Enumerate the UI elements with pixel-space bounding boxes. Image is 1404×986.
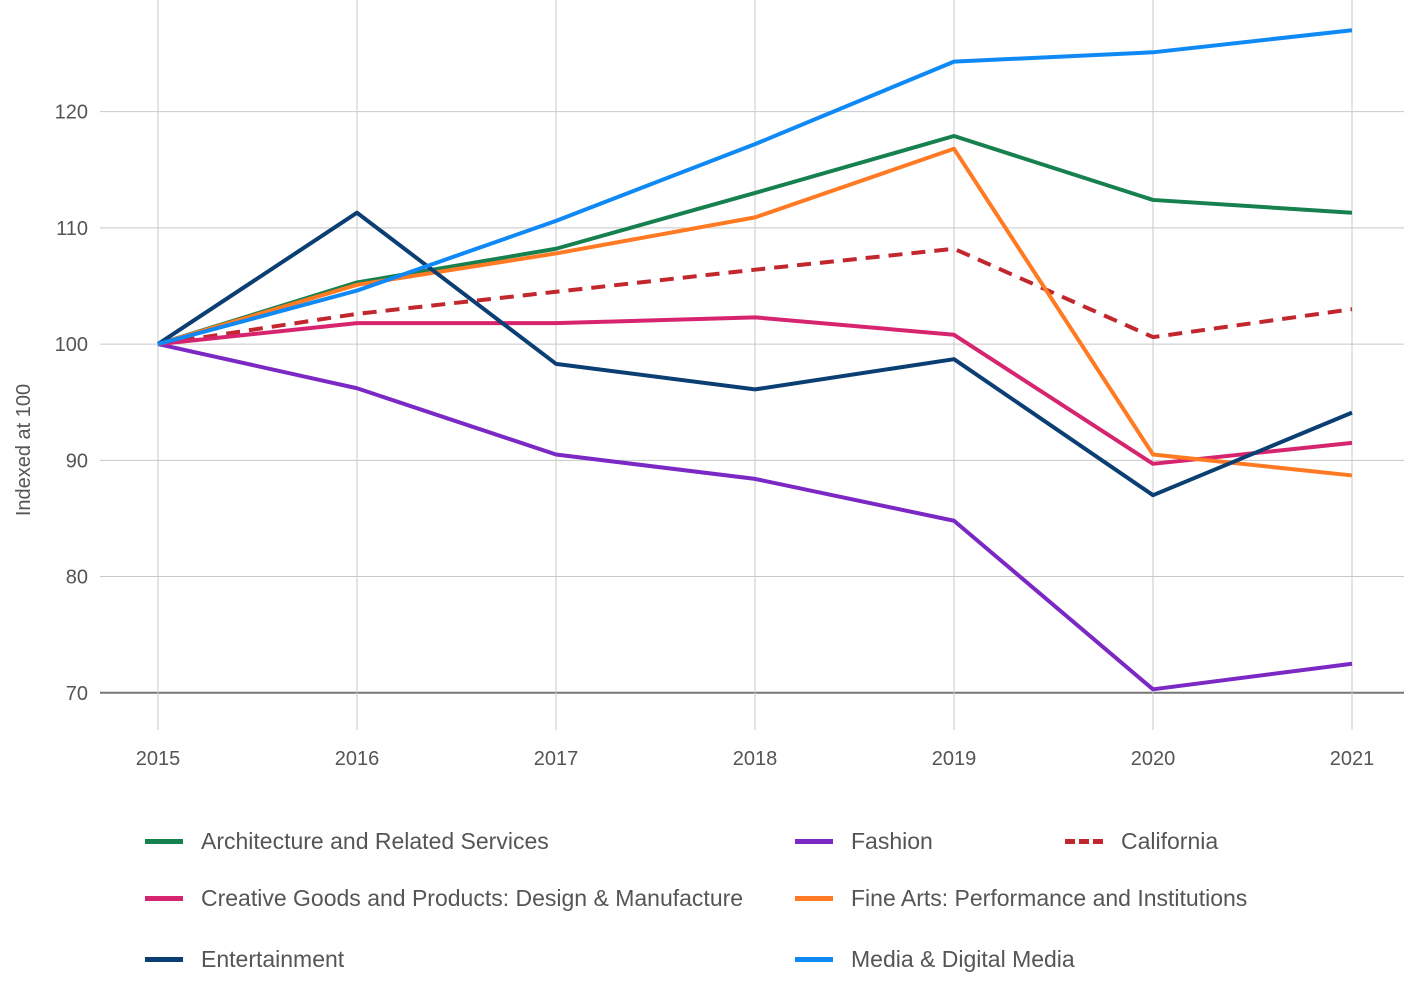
y-tick-label: 90 [66, 450, 88, 472]
legend-swatch [145, 838, 183, 844]
legend-swatch [795, 895, 833, 901]
x-tick-label: 2021 [1330, 748, 1375, 770]
legend-item[interactable]: Media & Digital Media [795, 944, 1075, 974]
series-lines [156, 28, 1353, 692]
legend-item[interactable]: Fine Arts: Performance and Institutions [795, 883, 1247, 913]
legend-item[interactable]: Architecture and Related Services [145, 826, 549, 856]
legend-label: Creative Goods and Products: Design & Ma… [201, 884, 744, 911]
x-tick-label: 2019 [932, 748, 977, 770]
x-tick-label: 2015 [136, 748, 181, 770]
x-tick-label: 2018 [733, 748, 778, 770]
y-tick-label: 110 [56, 218, 88, 240]
y-tick-label: 80 [66, 567, 88, 589]
legend-swatch [795, 838, 833, 844]
series-line-1 [157, 342, 1353, 692]
y-tick-label: 100 [55, 334, 88, 356]
legend-label: Entertainment [201, 945, 345, 972]
legend-swatch [145, 895, 183, 901]
tick-labels: 70 80 90 100 110 120 2015 2016 2017 2018 2019 2020 2… [55, 102, 1375, 770]
legend-swatch [1065, 838, 1103, 844]
gridlines [100, 0, 1404, 730]
x-tick-label: 2020 [1131, 748, 1176, 770]
legend-swatch [795, 956, 833, 962]
series-line-6 [157, 28, 1353, 347]
legend-label: Fine Arts: Performance and Institutions [851, 884, 1248, 911]
y-tick-label: 120 [55, 102, 88, 124]
series-line-2 [157, 246, 1353, 347]
line-chart: 70 80 90 100 110 120 2015 2016 2017 2018 2019 2020 2… [13, 0, 1404, 770]
series-line-5 [156, 210, 1353, 498]
series-line-3 [157, 315, 1353, 466]
legend-item[interactable]: Entertainment [145, 944, 344, 974]
series-line-4 [157, 146, 1353, 478]
y-tick-label: 70 [66, 683, 88, 705]
legend-item[interactable]: Fashion [795, 826, 933, 856]
legend-label: Architecture and Related Services [201, 827, 549, 854]
legend-label: Media & Digital Media [851, 945, 1075, 972]
legend-item[interactable]: California [1065, 826, 1218, 856]
legend-label: Fashion [851, 827, 933, 854]
y-axis-label: Indexed at 100 [13, 384, 35, 516]
legend-swatch [145, 956, 183, 962]
legend-item[interactable]: Creative Goods and Products: Design & Ma… [145, 883, 743, 913]
series-line-0 [157, 134, 1353, 346]
legend-label: California [1121, 827, 1219, 854]
x-tick-label: 2017 [534, 748, 579, 770]
x-tick-label: 2016 [335, 748, 380, 770]
